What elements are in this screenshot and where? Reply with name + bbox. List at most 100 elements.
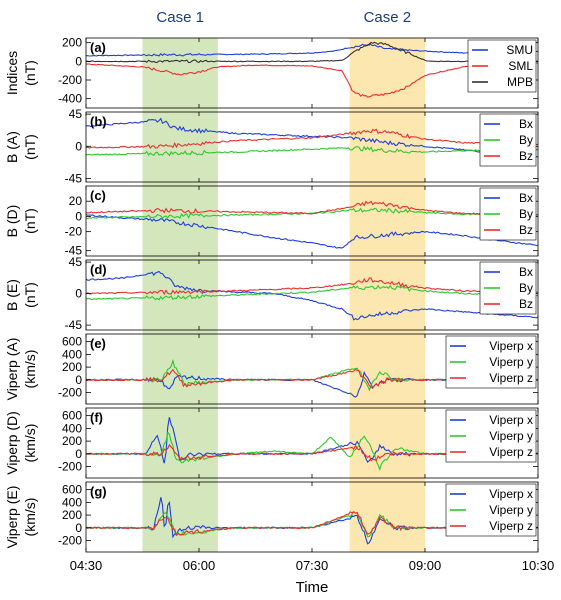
y-tick-label: 400 <box>62 347 82 361</box>
legend-entry: Bz <box>519 149 533 163</box>
panel-d: 45 0 -45 (d) B (E) (nT) Bx By Bz <box>4 255 539 332</box>
series-line-smu <box>86 42 538 57</box>
legend: Bx By Bz <box>479 187 537 241</box>
y-tick-label: -20 <box>65 225 83 239</box>
legend-entry: Viperp y <box>489 429 533 443</box>
y-axis-label: (km/s) <box>22 350 38 389</box>
x-tick-label: 09:00 <box>409 558 442 573</box>
series-group <box>86 200 538 249</box>
y-axis-label: (nT) <box>22 60 38 86</box>
y-tick-label: 0 <box>75 447 82 461</box>
legend-entry: Bx <box>519 117 533 131</box>
y-axis-label: Viperp (A) <box>4 338 20 401</box>
legend: Viperp x Viperp y Viperp z <box>445 483 537 537</box>
y-tick-label: 200 <box>62 36 82 50</box>
case-label-2: Case 2 <box>364 9 412 26</box>
y-tick-label: -45 <box>65 318 83 332</box>
legend: Bx By Bz <box>479 113 537 167</box>
legend-entry: By <box>519 133 533 147</box>
x-axis-label: Time <box>296 579 329 596</box>
legend-entry: Bz <box>519 223 533 237</box>
y-tick-label: 0 <box>75 521 82 535</box>
series-line-bz <box>86 200 538 217</box>
y-tick-label: 600 <box>62 335 82 349</box>
panel-tag: (f) <box>90 410 103 425</box>
legend-entry: Viperp z <box>489 371 533 385</box>
legend: SMU SML MPB <box>467 39 537 93</box>
y-tick-label: 400 <box>62 495 82 509</box>
series-line-by <box>86 284 538 301</box>
series-line-bx <box>86 117 538 158</box>
y-tick-label: 400 <box>62 421 82 435</box>
series-group <box>86 270 538 321</box>
panel-tag: (d) <box>90 262 107 277</box>
x-tick-label: 10:30 <box>522 558 555 573</box>
legend-entry: Viperp x <box>489 339 533 353</box>
legend-entry: SMU <box>506 43 533 57</box>
panel-tag: (a) <box>90 40 106 55</box>
y-axis-label: (nT) <box>22 134 38 160</box>
x-tick-label: 07:30 <box>296 558 329 573</box>
legend-entry: Bz <box>519 297 533 311</box>
panel-tag: (g) <box>90 484 107 499</box>
panel-a: 200 0 -200 -400 (a) Indices (nT) SMU SML MPB <box>4 36 539 109</box>
y-tick-label: 200 <box>62 508 82 522</box>
y-tick-label: 200 <box>62 360 82 374</box>
panel-b: 45 0 -45 (b) B (A) (nT) Bx By Bz <box>4 107 539 185</box>
case-label-1: Case 1 <box>156 9 204 26</box>
y-tick-label: -45 <box>65 244 83 258</box>
legend-entry: By <box>519 281 533 295</box>
y-axis-label: (km/s) <box>22 498 38 537</box>
series-line-sml <box>86 62 538 98</box>
case-highlight-bands: Case 1 Case 2 <box>142 9 425 552</box>
y-axis-label: B (E) <box>4 279 20 311</box>
y-tick-label: 45 <box>69 107 83 121</box>
series-line-by <box>86 207 538 220</box>
y-tick-label: -200 <box>58 460 82 474</box>
y-tick-label: -400 <box>58 92 82 106</box>
legend-entry: Viperp x <box>489 487 533 501</box>
legend: Viperp x Viperp y Viperp z <box>445 335 537 389</box>
series-line-bz <box>86 277 538 296</box>
y-tick-label: 600 <box>62 483 82 497</box>
y-tick-label: 20 <box>69 194 83 208</box>
legend-entry: Viperp z <box>489 445 533 459</box>
y-axis-label: (km/s) <box>22 424 38 463</box>
legend-entry: By <box>519 207 533 221</box>
panel-tag: (b) <box>90 114 107 129</box>
series-line-bx <box>86 270 538 321</box>
panel-tag: (c) <box>90 188 106 203</box>
legend: Bx By Bz <box>479 261 537 315</box>
y-axis-label: B (D) <box>4 205 20 238</box>
legend-entry: Viperp y <box>489 355 533 369</box>
legend-entry: Viperp z <box>489 519 533 533</box>
y-tick-label: 0 <box>75 139 82 153</box>
y-axis-label: Indices <box>4 51 20 95</box>
series-line-by <box>86 145 538 157</box>
panel-c: 200 -20 -45 (c) B (D) (nT) Bx By Bz <box>4 185 539 258</box>
legend-entry: Viperp y <box>489 503 533 517</box>
y-tick-label: 0 <box>75 209 82 223</box>
y-tick-label: -200 <box>58 534 82 548</box>
series-group <box>86 117 538 158</box>
legend-entry: Bx <box>519 191 533 205</box>
y-tick-label: 600 <box>62 409 82 423</box>
y-axis-label: (nT) <box>22 282 38 308</box>
y-tick-label: 0 <box>75 373 82 387</box>
series-line-bz <box>86 128 538 149</box>
y-tick-label: -200 <box>58 73 82 87</box>
y-tick-label: 0 <box>75 287 82 301</box>
y-axis-label: Viperp (D) <box>4 411 20 475</box>
panel-tag: (e) <box>90 336 106 351</box>
legend-entry: Bx <box>519 265 533 279</box>
x-tick-label: 06:00 <box>183 558 216 573</box>
y-tick-label: -45 <box>65 171 83 185</box>
x-axis: Time 04:30 06:00 07:30 09:00 10:30 <box>70 558 555 596</box>
legend-entry: Viperp x <box>489 413 533 427</box>
case-band-2 <box>349 38 425 552</box>
